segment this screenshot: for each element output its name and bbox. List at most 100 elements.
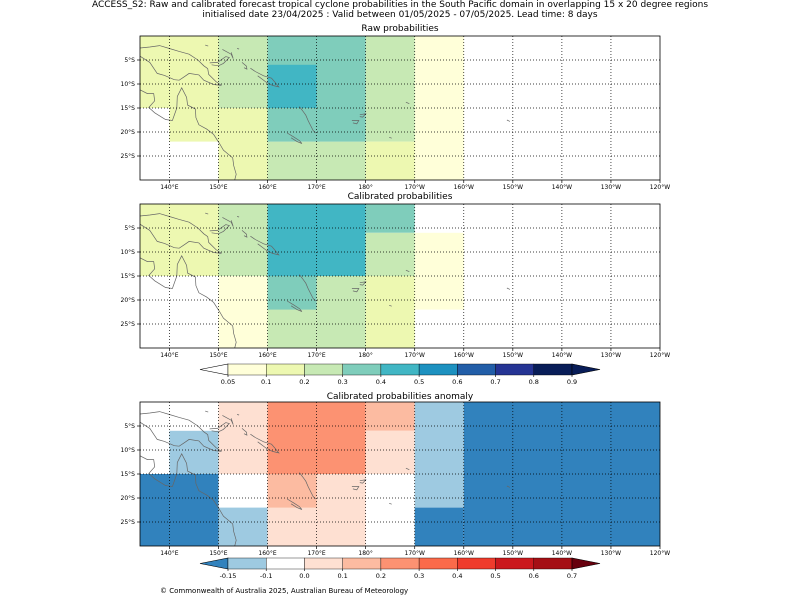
colorbar-under-extension	[199, 557, 229, 570]
panel-title-calibrated: Calibrated probabilities	[347, 192, 453, 202]
probability-cell	[365, 204, 415, 233]
coastline	[209, 56, 230, 67]
colorbar-segment	[266, 363, 305, 376]
y-tick-label: 15°S	[121, 471, 136, 478]
colorbar-tick-label: 0.3	[414, 572, 424, 580]
map-panel-3: 140°E 150°E 160°E 170°E 180° 170°W 160°W 150°W 1…	[121, 401, 670, 557]
y-tick-label: 25°S	[121, 321, 136, 328]
colorbar-segment	[418, 557, 458, 570]
coastline	[139, 411, 222, 452]
y-tick-label: 15°S	[121, 273, 136, 280]
x-tick-label: 150°W	[503, 184, 523, 191]
coastline	[250, 235, 280, 256]
coastline	[506, 485, 511, 488]
coastline	[209, 422, 230, 433]
coastline	[139, 87, 237, 181]
probability-cell	[140, 474, 219, 546]
x-tick-label: 140°E	[160, 550, 178, 557]
colorbar-tick-label: 0.4	[452, 572, 462, 580]
coastline	[299, 472, 316, 500]
probability-cell	[365, 402, 415, 431]
colorbar-segment	[533, 363, 573, 376]
probability-cell	[365, 232, 415, 276]
coastline	[351, 288, 360, 293]
x-tick-label: 130°W	[601, 184, 621, 191]
panel-title-anomaly: Calibrated probabilities anomaly	[326, 392, 474, 402]
coastline	[359, 113, 367, 118]
x-tick-label: 160°E	[258, 184, 276, 191]
coastline	[299, 274, 316, 302]
colorbar-tick-label: 0.7	[567, 572, 577, 580]
x-tick-label: 170°E	[307, 184, 325, 191]
x-tick-label: 150°W	[503, 352, 523, 359]
map-frame	[139, 35, 661, 181]
coastline	[405, 269, 410, 273]
probability-cell	[365, 36, 415, 142]
coastline	[209, 224, 230, 235]
coastline	[205, 410, 209, 413]
coastline	[139, 45, 222, 86]
colorbar-segment	[457, 557, 496, 570]
coastline	[241, 230, 248, 238]
colorbar-tick-label: 0.1	[261, 378, 271, 386]
x-tick-label: 150°W	[503, 550, 523, 557]
coastline	[205, 44, 209, 47]
x-tick-label: 160°W	[454, 184, 474, 191]
x-tick-label: 150°E	[209, 550, 227, 557]
colorbar-over-extension	[571, 363, 601, 376]
colorbar-segment	[227, 557, 267, 570]
map-frame	[139, 203, 661, 349]
probability-cell	[316, 276, 366, 348]
x-tick-label: 170°E	[307, 550, 325, 557]
coastline	[389, 502, 392, 505]
colorbar-tick-label: 0.6	[529, 572, 539, 580]
x-tick-label: 140°W	[552, 550, 572, 557]
x-tick-label: 150°E	[209, 352, 227, 359]
y-tick-label: 20°S	[121, 495, 136, 502]
x-tick-label: 140°E	[160, 352, 178, 359]
probability-cell	[267, 276, 317, 310]
coastline	[222, 217, 234, 227]
coastline	[359, 479, 367, 484]
coastline	[205, 212, 209, 215]
x-tick-label: 170°W	[405, 550, 425, 557]
coastline	[139, 453, 237, 547]
x-tick-label: 150°E	[209, 184, 227, 191]
probability-cell	[218, 402, 268, 474]
y-tick-label: 5°S	[124, 57, 135, 64]
x-tick-label: 160°E	[258, 550, 276, 557]
coastline	[237, 48, 240, 50]
x-tick-label: 170°E	[307, 352, 325, 359]
coastline	[241, 62, 248, 70]
colorbar-segment	[380, 557, 420, 570]
coastline	[389, 304, 392, 307]
colorbar-over-extension	[571, 557, 601, 570]
probability-cell	[365, 276, 415, 348]
coastline	[351, 120, 360, 125]
probability-cell	[218, 276, 268, 348]
coastline	[287, 498, 303, 510]
x-tick-label: 120°W	[650, 550, 670, 557]
colorbar-tick-label: 0.9	[567, 378, 577, 386]
colorbar-tick-label: 0.8	[529, 378, 539, 386]
probability-cell	[169, 430, 219, 474]
colorbar-segment	[495, 363, 534, 376]
colorbar-tick-label: -0.1	[260, 572, 273, 580]
colorbar-segment	[304, 557, 343, 570]
x-tick-label: 120°W	[650, 184, 670, 191]
y-tick-label: 20°S	[121, 129, 136, 136]
coastline	[299, 106, 316, 134]
colorbar-tick-label: 0.5	[414, 378, 424, 386]
x-tick-label: 140°E	[160, 184, 178, 191]
x-tick-label: 120°W	[650, 352, 670, 359]
coastline	[359, 281, 367, 286]
y-tick-label: 20°S	[121, 297, 136, 304]
x-tick-label: 160°W	[454, 550, 474, 557]
colorbar-tick-label: -0.15	[220, 572, 237, 580]
coastline	[287, 132, 303, 144]
colorbar-anomaly: -0.15 -0.1 0.0 0.1 0.2 0.3 0.4 0.5 0.6 0.7	[199, 557, 601, 580]
colorbar-segment	[342, 363, 382, 376]
colorbar-tick-label: 0.7	[490, 378, 500, 386]
probability-cell	[365, 141, 415, 180]
